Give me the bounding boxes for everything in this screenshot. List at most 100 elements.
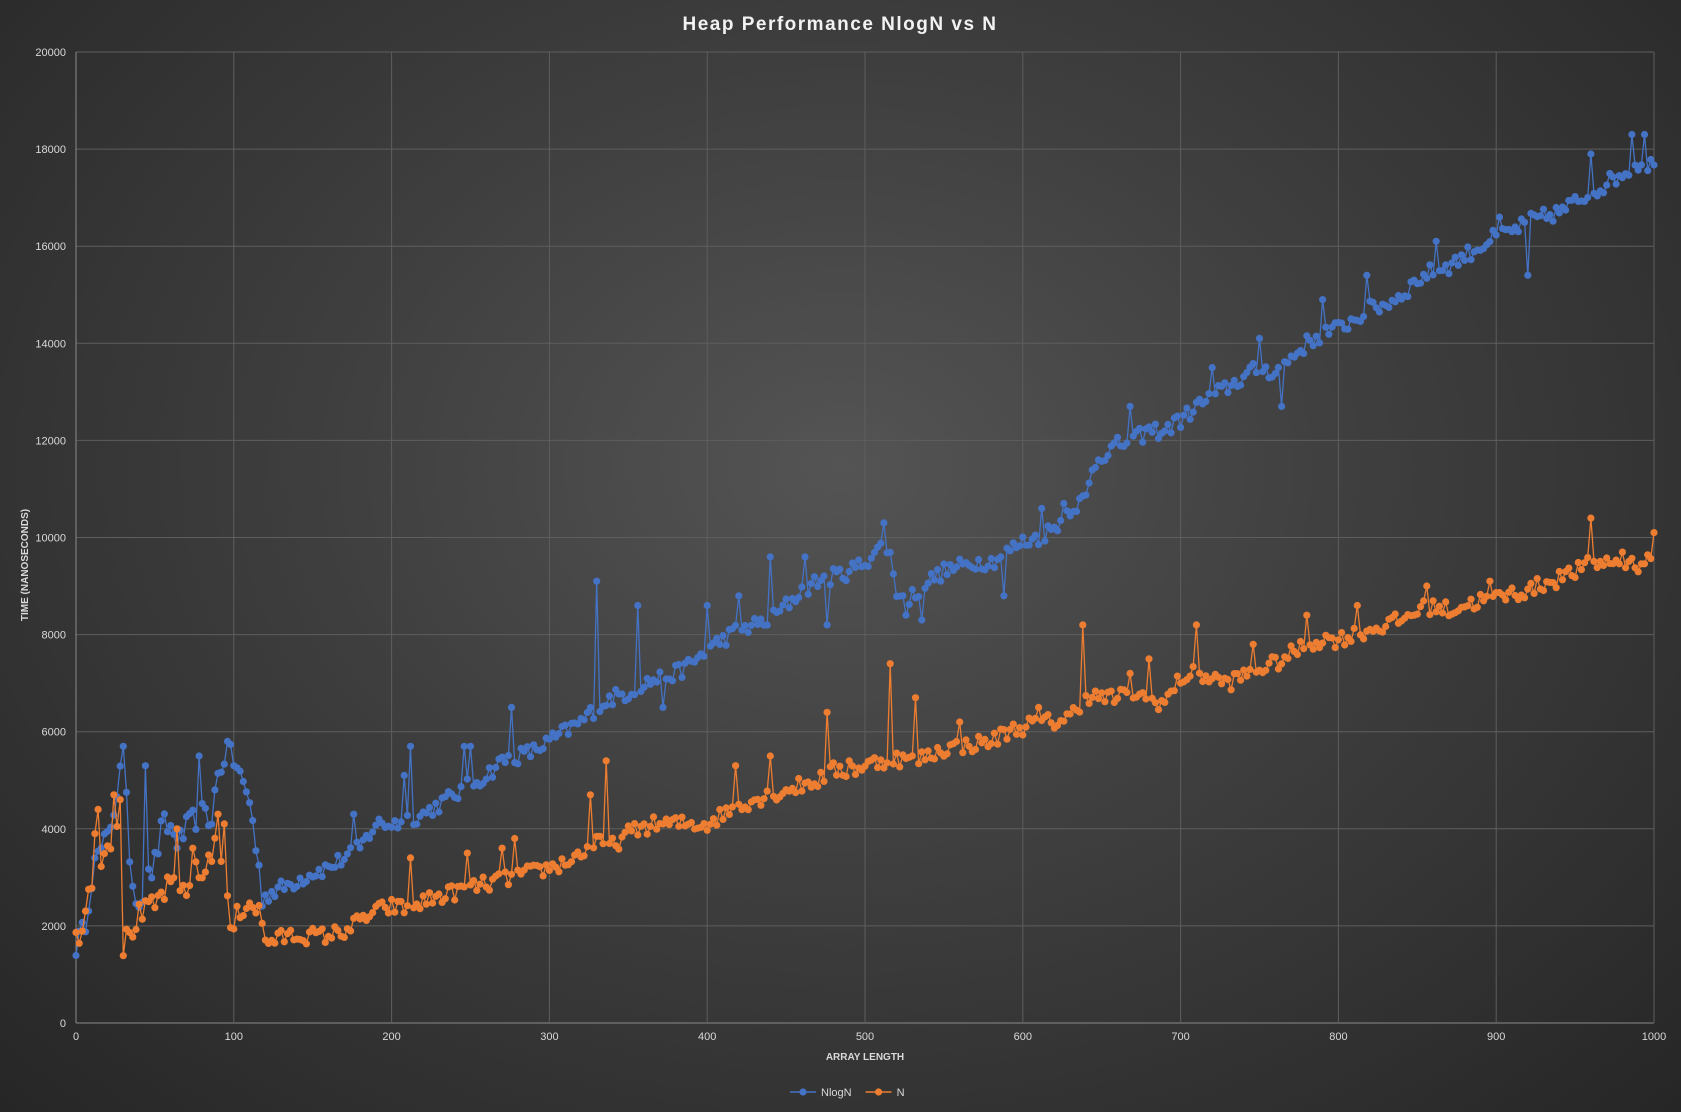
data-point — [728, 803, 737, 811]
data-point — [425, 889, 434, 897]
data-point — [255, 901, 263, 910]
data-point — [1429, 271, 1437, 279]
data-point — [249, 903, 257, 912]
data-point — [798, 583, 806, 591]
data-point — [160, 895, 168, 904]
y-tick-label: 2000 — [42, 921, 66, 933]
data-point — [1063, 507, 1071, 515]
data-point — [334, 926, 342, 935]
data-point — [1224, 675, 1232, 684]
data-point — [934, 566, 942, 574]
data-point — [419, 892, 427, 900]
data-point — [81, 907, 90, 915]
data-point — [653, 825, 661, 833]
data-point — [880, 519, 888, 527]
data-point — [264, 897, 273, 905]
data-point — [842, 577, 850, 585]
data-point — [902, 611, 910, 619]
data-point — [1246, 665, 1254, 674]
data-point — [135, 900, 143, 908]
data-point — [911, 694, 920, 702]
data-point — [274, 883, 282, 891]
data-point — [1173, 672, 1181, 680]
data-point — [1533, 575, 1541, 583]
data-point — [1110, 439, 1118, 447]
data-point — [504, 881, 512, 889]
data-point — [223, 892, 232, 900]
data-point — [536, 863, 544, 871]
data-point — [1180, 411, 1188, 419]
data-point — [539, 745, 547, 753]
data-point — [1145, 655, 1153, 663]
data-point — [451, 896, 459, 904]
data-point — [700, 652, 708, 660]
data-point — [915, 760, 923, 768]
data-point — [1240, 666, 1248, 674]
data-point — [943, 571, 951, 579]
data-point — [328, 934, 336, 942]
data-point — [1031, 714, 1039, 722]
data-point — [460, 883, 468, 891]
data-point — [1022, 723, 1030, 731]
data-point — [1486, 577, 1494, 585]
data-point — [331, 863, 339, 871]
x-tick-label: 100 — [225, 1031, 243, 1043]
data-point — [482, 775, 490, 783]
data-point — [1148, 428, 1156, 436]
data-point — [1278, 402, 1286, 410]
data-point — [201, 804, 209, 812]
data-point — [271, 893, 279, 901]
data-point — [463, 849, 471, 857]
data-point — [1584, 554, 1592, 562]
data-point — [473, 886, 481, 895]
data-point — [343, 850, 351, 858]
data-point — [1426, 611, 1434, 619]
x-tick-label: 300 — [540, 1031, 558, 1043]
data-point — [145, 865, 153, 873]
data-point — [1072, 507, 1081, 515]
data-point — [170, 830, 178, 838]
data-point — [908, 585, 916, 594]
data-point — [1375, 308, 1383, 316]
data-point — [1464, 243, 1472, 251]
series-N — [72, 514, 1658, 960]
data-point — [1085, 479, 1093, 487]
data-point — [836, 762, 844, 770]
data-point — [242, 788, 250, 796]
data-point — [1647, 155, 1655, 164]
data-point — [1391, 610, 1399, 618]
data-point — [539, 872, 547, 880]
data-point — [1199, 677, 1207, 686]
data-point — [441, 895, 449, 903]
data-point — [851, 563, 860, 572]
data-point — [1284, 654, 1292, 663]
data-point — [498, 844, 506, 852]
data-point — [495, 870, 503, 878]
data-point — [836, 565, 844, 573]
data-point — [924, 747, 932, 755]
data-point — [754, 795, 762, 804]
data-point — [1442, 598, 1450, 606]
data-point — [1454, 261, 1462, 269]
data-point — [514, 760, 522, 768]
data-point — [722, 641, 730, 649]
data-point — [151, 904, 159, 912]
data-point — [132, 925, 140, 934]
data-point — [1085, 699, 1093, 708]
data-point — [1202, 397, 1210, 406]
data-point — [416, 905, 424, 913]
data-point — [766, 553, 774, 561]
data-point — [643, 674, 651, 683]
data-point — [643, 830, 651, 838]
data-point — [1379, 628, 1387, 636]
data-point — [631, 691, 639, 699]
data-point — [170, 874, 178, 882]
data-point — [1252, 369, 1260, 377]
data-point — [757, 801, 765, 809]
data-point — [640, 820, 648, 828]
data-point — [489, 773, 497, 781]
data-point — [217, 857, 225, 866]
data-point — [829, 759, 838, 767]
data-point — [921, 756, 929, 764]
data-point — [167, 821, 175, 830]
